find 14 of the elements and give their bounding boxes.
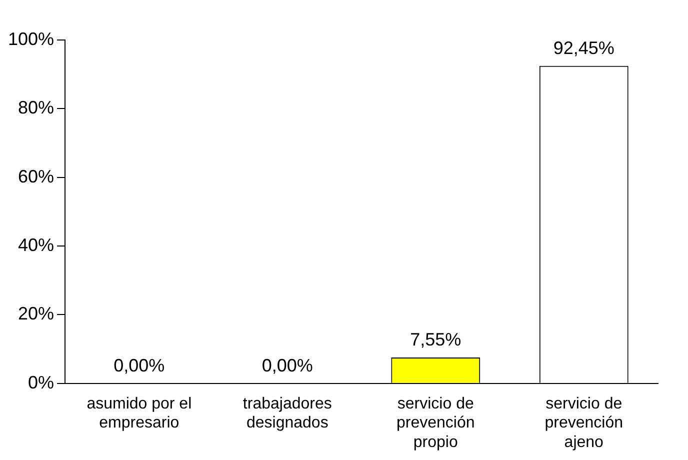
x-tick-label: trabajadores designados (242, 395, 332, 432)
x-tick-label: asumido por el empresario (86, 395, 192, 432)
x-tick-label: servicio de prevención propio (396, 395, 475, 451)
y-tick-label: 100% (8, 28, 54, 49)
data-label: 7,55% (410, 329, 462, 350)
x-tick-label: servicio de prevención ajeno (544, 395, 624, 451)
data-label: 92,45% (553, 38, 614, 58)
y-tick-label: 60% (18, 166, 54, 186)
y-tick-label: 0% (28, 372, 54, 392)
data-label: 0,00% (114, 355, 165, 376)
y-tick-label: 20% (18, 304, 54, 324)
data-label: 0,00% (262, 355, 313, 376)
y-tick-label: 40% (18, 235, 54, 256)
y-tick-label: 80% (18, 98, 54, 118)
